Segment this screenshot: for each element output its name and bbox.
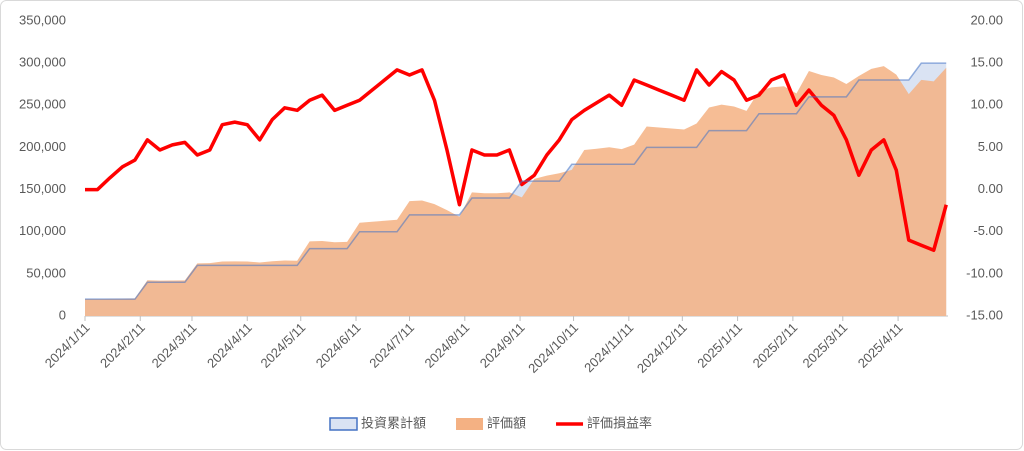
legend-label: 投資累計額 [361,415,426,430]
y2-tick-label: 20.00 [970,12,1003,27]
y2-tick-label: 0.00 [978,181,1003,196]
legend-swatch [456,418,484,430]
legend-label: 評価損益率 [587,415,652,430]
y-tick-label: 250,000 [19,97,66,112]
area-outline [85,62,947,300]
y2-tick-label: 5.00 [978,139,1003,154]
y-tick-label: 200,000 [19,139,66,154]
y2-tick-label: -5.00 [973,223,1003,238]
y2-tick-label: 10.00 [970,97,1003,112]
y-tick-label: 50,000 [26,265,66,280]
y2-tick-label: 15.00 [970,55,1003,70]
y-tick-label: 350,000 [19,12,66,27]
y-tick-label: 300,000 [19,55,66,70]
y-tick-label: 100,000 [19,223,66,238]
y-tick-label: 0 [59,307,66,322]
line [85,68,948,253]
legend-swatch [329,417,358,431]
legend-label: 評価額 [487,415,526,430]
y2-tick-label: -10.00 [966,265,1003,280]
y-tick-label: 150,000 [19,181,66,196]
y2-tick-label: -15.00 [966,307,1003,322]
area [85,66,947,316]
